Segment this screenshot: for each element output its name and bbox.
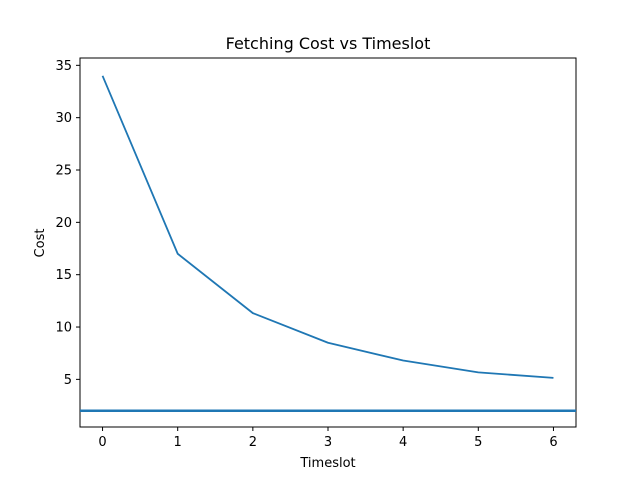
y-tick-label: 10	[55, 321, 72, 336]
x-tick-label: 1	[174, 435, 182, 450]
x-axis: 0 1 2 3 4 5 6	[98, 427, 558, 450]
y-tick-label: 5	[64, 373, 72, 388]
x-tick-label: 4	[399, 435, 407, 450]
plot-area-frame	[79, 57, 577, 428]
y-axis: 5 10 15 20 25 30 35	[55, 59, 80, 388]
chart-title: Fetching Cost vs Timeslot	[226, 34, 431, 53]
x-tick-label: 0	[98, 435, 106, 450]
y-axis-label: Cost	[33, 229, 48, 258]
x-tick-label: 6	[549, 435, 557, 450]
x-tick-label: 5	[474, 435, 482, 450]
y-tick-label: 25	[55, 164, 72, 179]
series-line	[101, 75, 554, 379]
x-tick-label: 2	[249, 435, 257, 450]
y-tick-label: 15	[55, 268, 72, 283]
x-axis-label: Timeslot	[299, 456, 355, 471]
y-tick-label: 30	[55, 111, 72, 126]
y-tick-label: 35	[55, 59, 72, 74]
y-tick-label: 20	[55, 216, 72, 231]
x-tick-label: 3	[324, 435, 332, 450]
plot-marks	[80, 75, 576, 413]
